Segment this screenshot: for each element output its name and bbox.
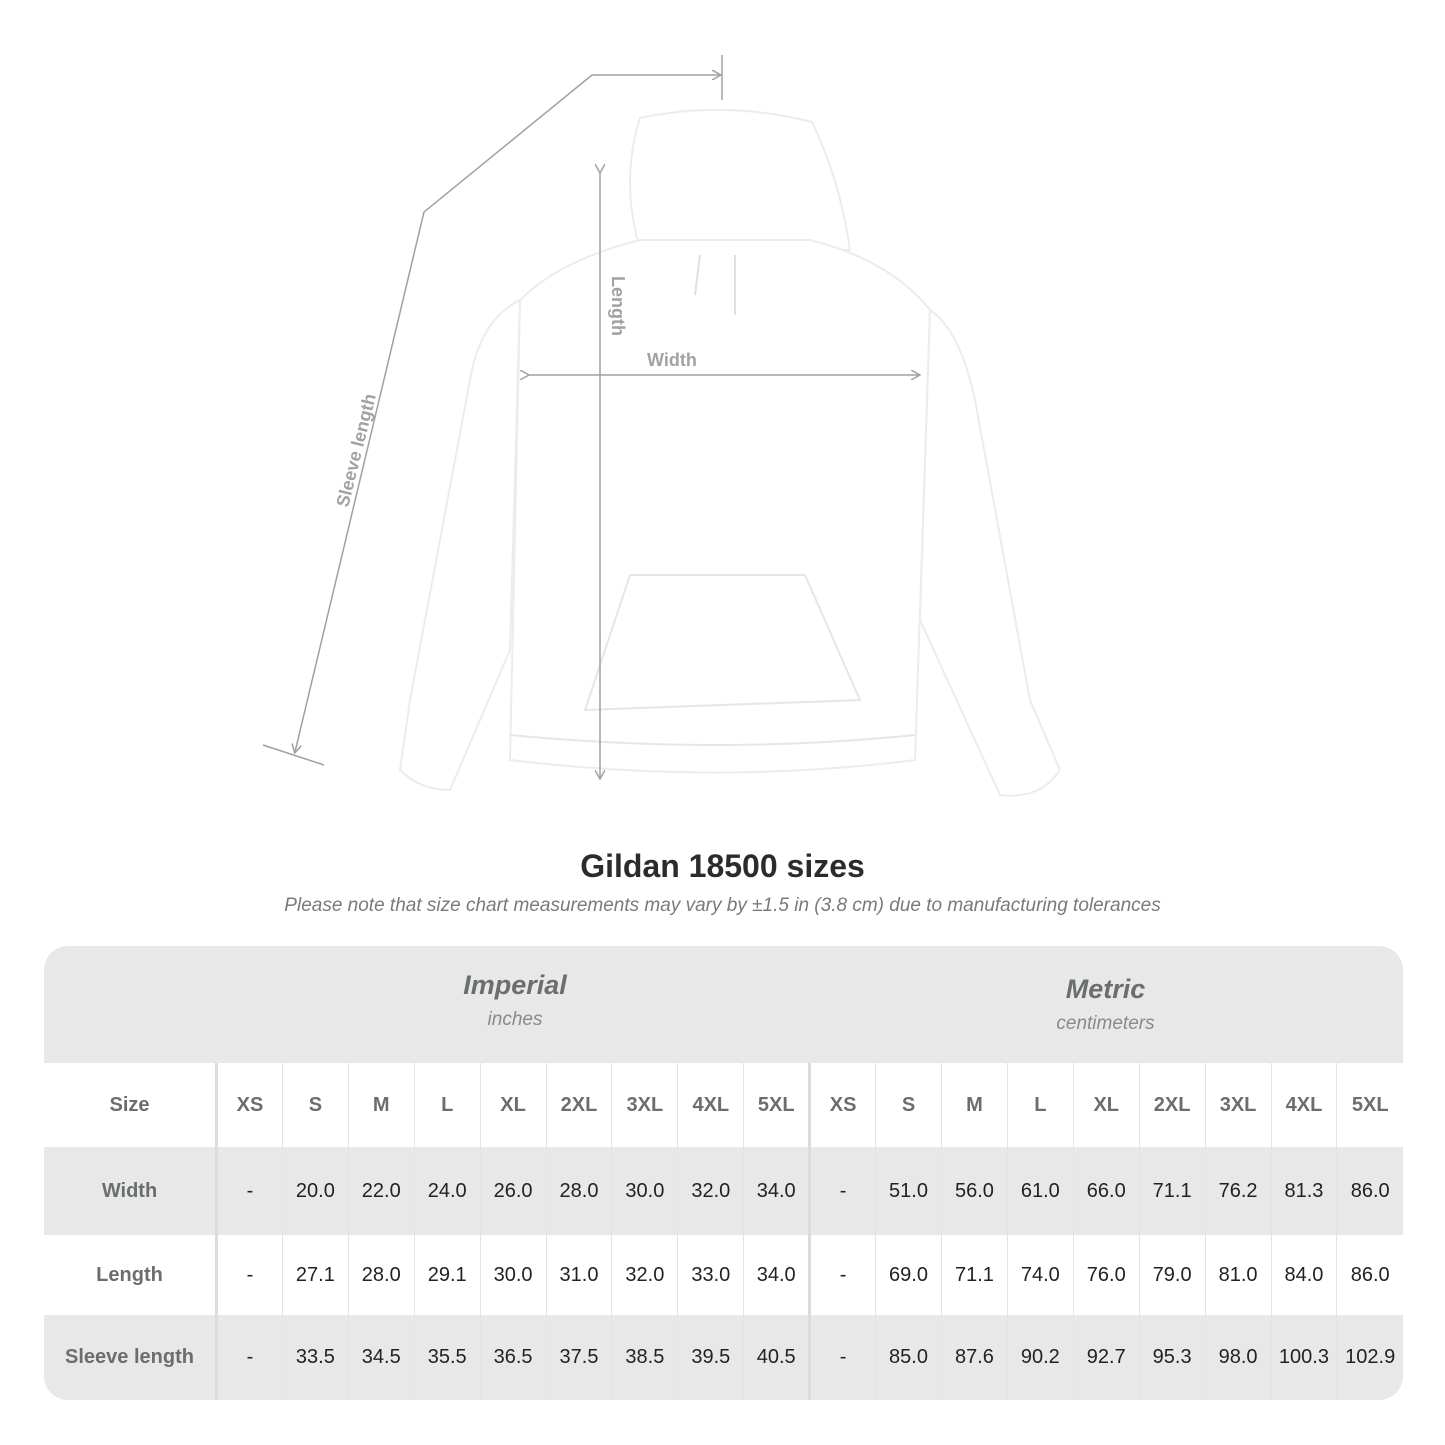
imperial-value-cell: 34.5 (347, 1315, 415, 1400)
imperial-value-cell: 38.5 (611, 1315, 678, 1400)
table-row-sleeve-length: Sleeve length -33.5 34.5 35.5 36.5 37.5 38.5 39… (44, 1315, 1403, 1400)
metric-size-2xl: 2XL (1138, 1063, 1206, 1147)
metric-value-cell: 76.2 (1204, 1147, 1271, 1235)
metric-value-cell: 69.0 (875, 1235, 942, 1315)
metric-value-cell: 79.0 (1138, 1235, 1206, 1315)
metric-value-cell: 98.0 (1204, 1315, 1271, 1400)
metric-value-cell: 81.3 (1270, 1147, 1337, 1235)
metric-size-xs: XS (808, 1063, 876, 1147)
metric-value-cell: 66.0 (1072, 1147, 1140, 1235)
imperial-value-cell: 35.5 (413, 1315, 481, 1400)
imperial-size-5xl: 5XL (743, 1063, 810, 1147)
imperial-value-cell: 28.0 (347, 1235, 415, 1315)
metric-value-cell: 100.3 (1270, 1315, 1337, 1400)
imperial-value-cell: 29.1 (413, 1235, 481, 1315)
imperial-size-xs: XS (216, 1063, 283, 1147)
metric-size-s: S (875, 1063, 942, 1147)
tolerance-note: Please note that size chart measurements… (284, 895, 1161, 916)
metric-value-cell: 84.0 (1270, 1235, 1337, 1315)
size-grid: Size XS S M L XL 2XL 3XL 4XL 5XL XS S M L XL 2XL 3XL 4XL 5… (44, 1063, 1403, 1400)
metric-size-5xl: 5XL (1336, 1063, 1403, 1147)
imperial-value-cell: 37.5 (545, 1315, 612, 1400)
imperial-header: Imperial inches (217, 970, 813, 1031)
metric-size-3xl: 3XL (1204, 1063, 1271, 1147)
metric-value-cell: 102.9 (1336, 1315, 1403, 1400)
metric-size-l: L (1006, 1063, 1074, 1147)
unit-header: Imperial inches Metric centimeters (44, 946, 1403, 1063)
table-row-width: Width -20.0 22.0 24.0 26.0 28.0 30.0 32.0 34.0-5… (44, 1147, 1403, 1235)
imperial-value-cell: 34.0 (743, 1235, 810, 1315)
sleeve-length-line (295, 74, 593, 752)
imperial-value-cell: 32.0 (611, 1235, 678, 1315)
imperial-value-cell: 39.5 (677, 1315, 744, 1400)
metric-size-xl: XL (1072, 1063, 1140, 1147)
metric-size-4xl: 4XL (1270, 1063, 1337, 1147)
metric-value-cell: 86.0 (1336, 1147, 1403, 1235)
imperial-value-cell: 34.0 (743, 1147, 810, 1235)
imperial-size-3xl: 3XL (611, 1063, 678, 1147)
table-row-length: Length -27.1 28.0 29.1 30.0 31.0 32.0 33.0 34.0-… (44, 1235, 1403, 1315)
metric-size-m: M (940, 1063, 1008, 1147)
metric-value-cell: 90.2 (1006, 1315, 1074, 1400)
imperial-value-cell: 40.5 (743, 1315, 810, 1400)
metric-value-cell: 71.1 (1138, 1147, 1206, 1235)
row-label: Sleeve length (44, 1315, 218, 1400)
metric-value-cell: - (808, 1147, 876, 1235)
imperial-size-xl: XL (479, 1063, 547, 1147)
row-label: Length (44, 1235, 218, 1315)
metric-value-cell: 92.7 (1072, 1315, 1140, 1400)
row-label: Width (44, 1147, 218, 1235)
imperial-value-cell: 36.5 (479, 1315, 547, 1400)
imperial-value-cell: - (216, 1147, 283, 1235)
size-chart-title: Gildan 18500 sizes (580, 848, 865, 884)
metric-unit: centimeters (1056, 1013, 1155, 1034)
size-table: Imperial inches Metric centimeters Size X… (44, 946, 1403, 1400)
imperial-size-4xl: 4XL (677, 1063, 744, 1147)
metric-value-cell: 87.6 (940, 1315, 1008, 1400)
metric-value-cell: 85.0 (875, 1315, 942, 1400)
sleeve-length-label: Sleeve length (332, 392, 379, 509)
imperial-value-cell: 22.0 (347, 1147, 415, 1235)
imperial-unit: inches (487, 1009, 543, 1030)
hoodie-image (398, 108, 1062, 797)
imperial-size-s: S (281, 1063, 349, 1147)
metric-value-cell: 51.0 (875, 1147, 942, 1235)
width-label: Width (647, 350, 697, 370)
size-label: Size (44, 1063, 218, 1147)
imperial-value-cell: - (216, 1235, 283, 1315)
metric-value-cell: 76.0 (1072, 1235, 1140, 1315)
metric-value-cell: 74.0 (1006, 1235, 1074, 1315)
imperial-value-cell: 24.0 (413, 1147, 481, 1235)
imperial-value-cell: 26.0 (479, 1147, 547, 1235)
imperial-value-cell: 30.0 (611, 1147, 678, 1235)
metric-value-cell: 61.0 (1006, 1147, 1074, 1235)
imperial-value-cell: 28.0 (545, 1147, 612, 1235)
metric-value-cell: - (808, 1235, 876, 1315)
imperial-value-cell: 27.1 (281, 1235, 349, 1315)
size-header-row: Size XS S M L XL 2XL 3XL 4XL 5XL XS S M L XL 2XL 3XL 4XL 5… (44, 1063, 1403, 1147)
metric-title: Metric (1065, 974, 1146, 1004)
metric-value-cell: 56.0 (940, 1147, 1008, 1235)
imperial-value-cell: 33.5 (281, 1315, 349, 1400)
imperial-value-cell: 32.0 (677, 1147, 744, 1235)
imperial-size-l: L (413, 1063, 481, 1147)
imperial-value-cell: - (216, 1315, 283, 1400)
imperial-value-cell: 20.0 (281, 1147, 349, 1235)
imperial-size-2xl: 2XL (545, 1063, 612, 1147)
metric-value-cell: - (808, 1315, 876, 1400)
metric-value-cell: 71.1 (940, 1235, 1008, 1315)
imperial-value-cell: 33.0 (677, 1235, 744, 1315)
metric-header: Metric centimeters (808, 974, 1403, 1035)
imperial-size-m: M (347, 1063, 415, 1147)
metric-value-cell: 81.0 (1204, 1235, 1271, 1315)
metric-value-cell: 95.3 (1138, 1315, 1206, 1400)
metric-value-cell: 86.0 (1336, 1235, 1403, 1315)
hoodie-measurement-diagram: Sleeve length Length Width (262, 55, 1062, 797)
imperial-value-cell: 30.0 (479, 1235, 547, 1315)
measurement-lines (262, 55, 919, 778)
length-label: Length (608, 276, 628, 336)
imperial-title: Imperial (463, 970, 567, 1000)
imperial-value-cell: 31.0 (545, 1235, 612, 1315)
